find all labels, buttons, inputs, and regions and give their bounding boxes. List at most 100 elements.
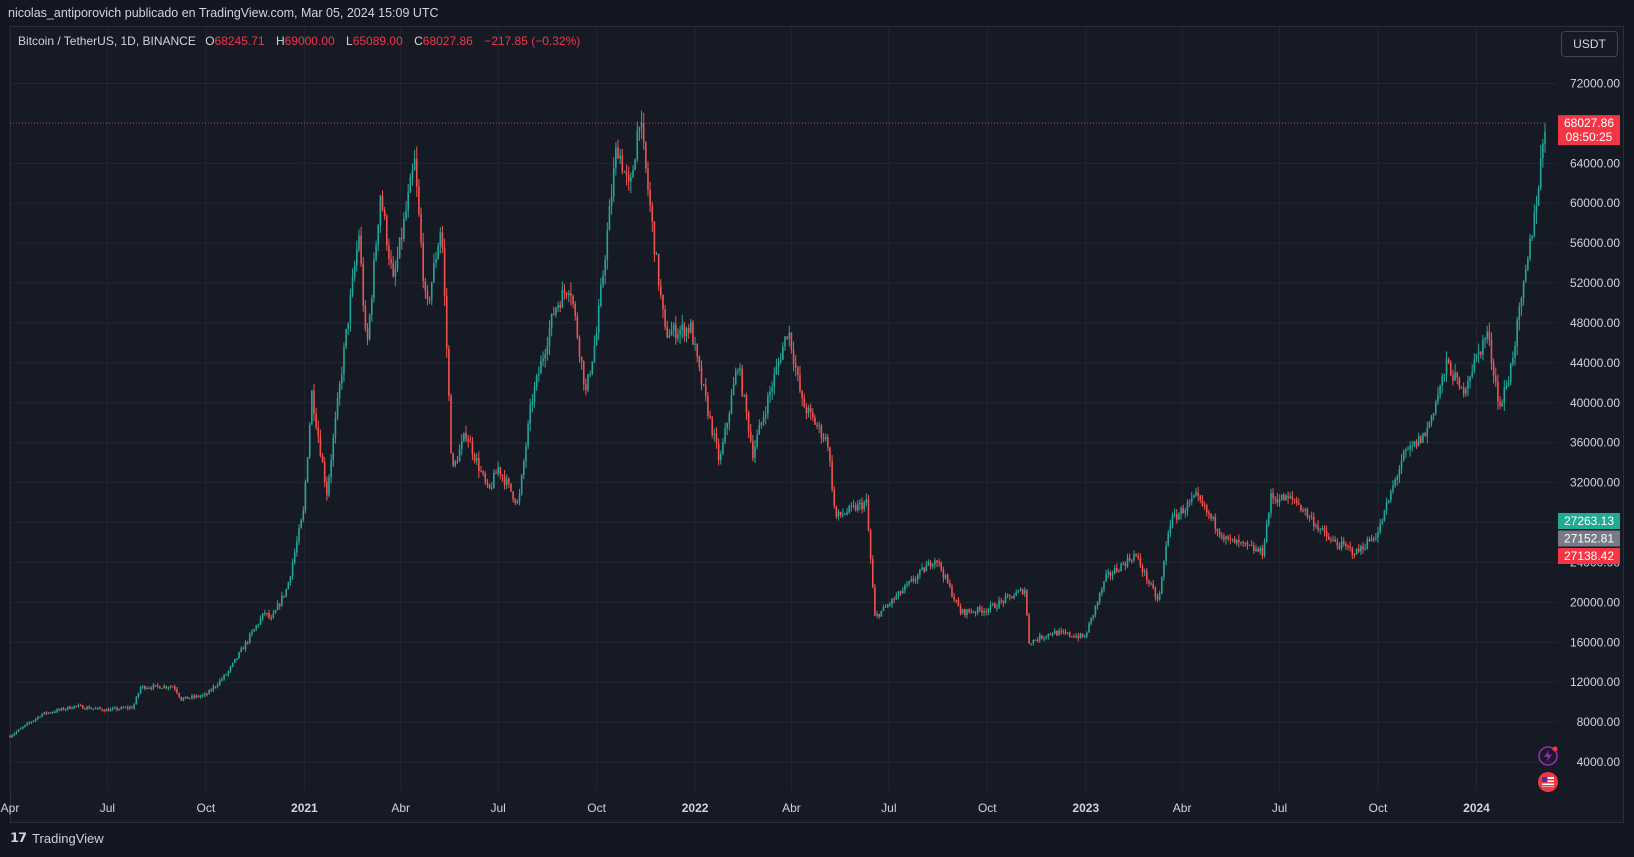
candle-body — [1261, 547, 1264, 556]
candle — [1454, 363, 1456, 381]
candle-body — [850, 505, 853, 507]
candle-body — [174, 686, 176, 690]
time-tick-label: Oct — [197, 801, 216, 815]
candle — [454, 459, 457, 468]
candle-body — [1244, 542, 1247, 544]
candle-body — [379, 195, 382, 225]
candle — [315, 407, 317, 430]
candle — [1148, 579, 1150, 587]
candle-body — [685, 328, 688, 337]
candle-body — [422, 242, 424, 282]
candle — [653, 221, 656, 262]
candle-body — [360, 235, 362, 264]
candle-body — [54, 711, 56, 713]
candle-body — [96, 707, 99, 709]
candle — [664, 305, 666, 331]
candle-body — [679, 329, 681, 335]
candle-body — [1394, 479, 1396, 486]
candle-body — [829, 447, 831, 462]
candle-body — [889, 604, 891, 606]
candle-body — [326, 482, 328, 496]
candle-body — [441, 232, 444, 249]
candle — [1509, 362, 1512, 386]
candle-body — [52, 712, 54, 714]
candle-body — [90, 708, 93, 710]
candle-body — [358, 235, 360, 250]
candle-body — [341, 374, 343, 384]
lightning-icon[interactable] — [1537, 745, 1559, 767]
candle-body — [349, 295, 352, 323]
candle — [516, 499, 519, 505]
candle-body — [114, 707, 116, 709]
candle-body — [259, 618, 262, 625]
candle-body — [289, 576, 292, 583]
candle — [871, 555, 874, 589]
candle-body — [640, 122, 643, 128]
candle-body — [1109, 572, 1112, 576]
candle — [1443, 373, 1446, 382]
candle — [850, 502, 853, 512]
candle — [867, 494, 870, 532]
currency-button[interactable]: USDT — [1561, 31, 1618, 57]
candle-body — [191, 695, 193, 699]
candle-body — [715, 433, 718, 444]
candle — [210, 687, 213, 692]
candle — [1253, 542, 1255, 554]
candle — [946, 573, 949, 585]
candle-body — [809, 407, 812, 413]
candle-body — [73, 705, 76, 709]
candle — [1246, 540, 1249, 550]
candle — [880, 610, 883, 618]
candle — [383, 206, 386, 220]
candle-body — [1494, 375, 1497, 382]
candle-body — [1516, 320, 1518, 346]
candle — [317, 420, 320, 443]
brand-footer[interactable]: 𝟭𝟳 TradingView — [10, 830, 104, 846]
candle-body — [998, 600, 1000, 608]
candle — [114, 706, 116, 710]
candle — [1447, 357, 1450, 365]
us-flag-icon[interactable] — [1537, 771, 1559, 793]
candle-body — [1075, 636, 1077, 638]
candle — [396, 246, 399, 273]
candle-body — [719, 454, 722, 460]
candle-body — [1026, 590, 1028, 616]
candle — [1051, 631, 1054, 637]
candle-body — [722, 442, 724, 455]
candle-body — [1092, 614, 1095, 618]
candle-body — [1246, 542, 1249, 545]
candle — [812, 408, 814, 422]
candle-body — [189, 698, 191, 700]
candle-body — [803, 397, 806, 408]
candle-body — [632, 170, 634, 178]
candle-body — [916, 574, 919, 580]
candle-body — [300, 519, 302, 529]
candle-body — [602, 275, 604, 286]
candle-body — [302, 510, 305, 520]
time-tick-label: Apr — [1, 801, 20, 815]
candle — [1103, 580, 1105, 593]
candle — [1398, 464, 1401, 484]
candle-body — [159, 686, 161, 689]
candle-body — [390, 258, 392, 264]
candle — [278, 602, 281, 610]
candle — [478, 451, 480, 478]
candle — [289, 575, 292, 586]
candle-body — [1507, 381, 1510, 386]
candle-body — [1107, 572, 1110, 574]
candle — [227, 670, 230, 678]
candle-body — [212, 686, 215, 691]
candle-body — [473, 454, 476, 461]
candle — [512, 490, 514, 503]
candle — [54, 710, 56, 713]
symbol-label[interactable]: Bitcoin / TetherUS, 1D, BINANCE — [18, 34, 196, 48]
candle-body — [520, 475, 523, 494]
candle-body — [1469, 376, 1471, 381]
candle-body — [1360, 546, 1362, 552]
candle-body — [426, 291, 429, 299]
candle — [208, 689, 210, 695]
candle — [129, 705, 131, 711]
candle — [983, 607, 985, 617]
candle-body — [1490, 339, 1493, 363]
